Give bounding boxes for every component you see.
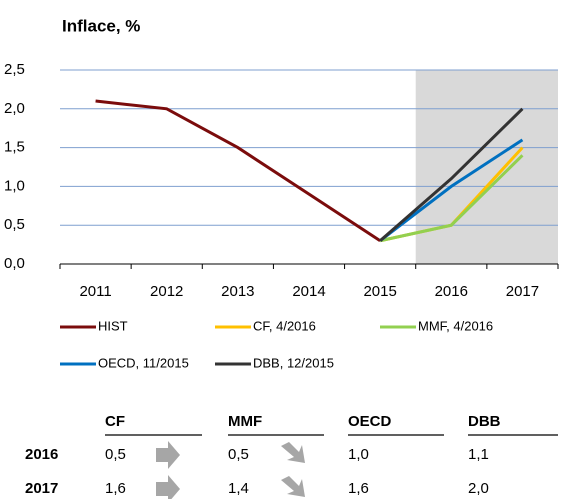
legend-label: MMF, 4/2016: [418, 318, 493, 333]
x-tick-label: 2015: [363, 283, 396, 300]
table-cell: 1,6: [348, 480, 369, 497]
series-line: [379, 138, 524, 242]
arrows: [156, 441, 305, 499]
table-header: DBB: [468, 413, 501, 430]
table-header: CF: [105, 413, 125, 430]
table-cell: 0,5: [105, 446, 126, 463]
y-tick-label: 1,5: [4, 139, 25, 156]
y-tick-label: 1,0: [4, 177, 25, 194]
forecast-area: [415, 70, 558, 264]
table-cell: 1,0: [348, 446, 369, 463]
table-cell: 2,0: [468, 480, 489, 497]
arrow-down-right: [281, 442, 305, 463]
x-tick-label: 2012: [150, 283, 183, 300]
x-tick-label: 2013: [221, 283, 254, 300]
arrow-right: [156, 475, 180, 499]
x-tick-label: 2011: [79, 283, 111, 300]
table-cell: 0,5: [228, 446, 249, 463]
legend-label: CF, 4/2016: [253, 318, 316, 333]
legend-label: HIST: [98, 318, 128, 333]
series-line: [379, 154, 524, 243]
table-cell: 1,6: [105, 480, 126, 497]
row-label: 2016: [25, 446, 58, 463]
legend-label: DBB, 12/2015: [253, 355, 334, 370]
row-label: 2017: [25, 480, 58, 497]
series-line: [379, 107, 524, 242]
x-tick-label: 2016: [435, 283, 468, 300]
table-header: OECD: [348, 413, 392, 430]
chart-title: Inflace, %: [62, 16, 140, 35]
arrow-down-right: [281, 476, 305, 497]
table-cell: 1,1: [468, 446, 489, 463]
x-tick-label: 2014: [292, 283, 325, 300]
table-cell: 1,4: [228, 480, 249, 497]
legend-label: OECD, 11/2015: [98, 355, 189, 370]
y-tick-label: 0,5: [4, 216, 25, 233]
y-tick-label: 2,5: [4, 61, 25, 78]
y-tick-label: 2,0: [4, 100, 25, 117]
series-line: [95, 99, 381, 242]
y-tick-label: 0,0: [4, 255, 25, 272]
arrow-right: [156, 441, 180, 469]
table-header: MMF: [228, 413, 262, 430]
x-tick-label: 2017: [506, 283, 539, 300]
